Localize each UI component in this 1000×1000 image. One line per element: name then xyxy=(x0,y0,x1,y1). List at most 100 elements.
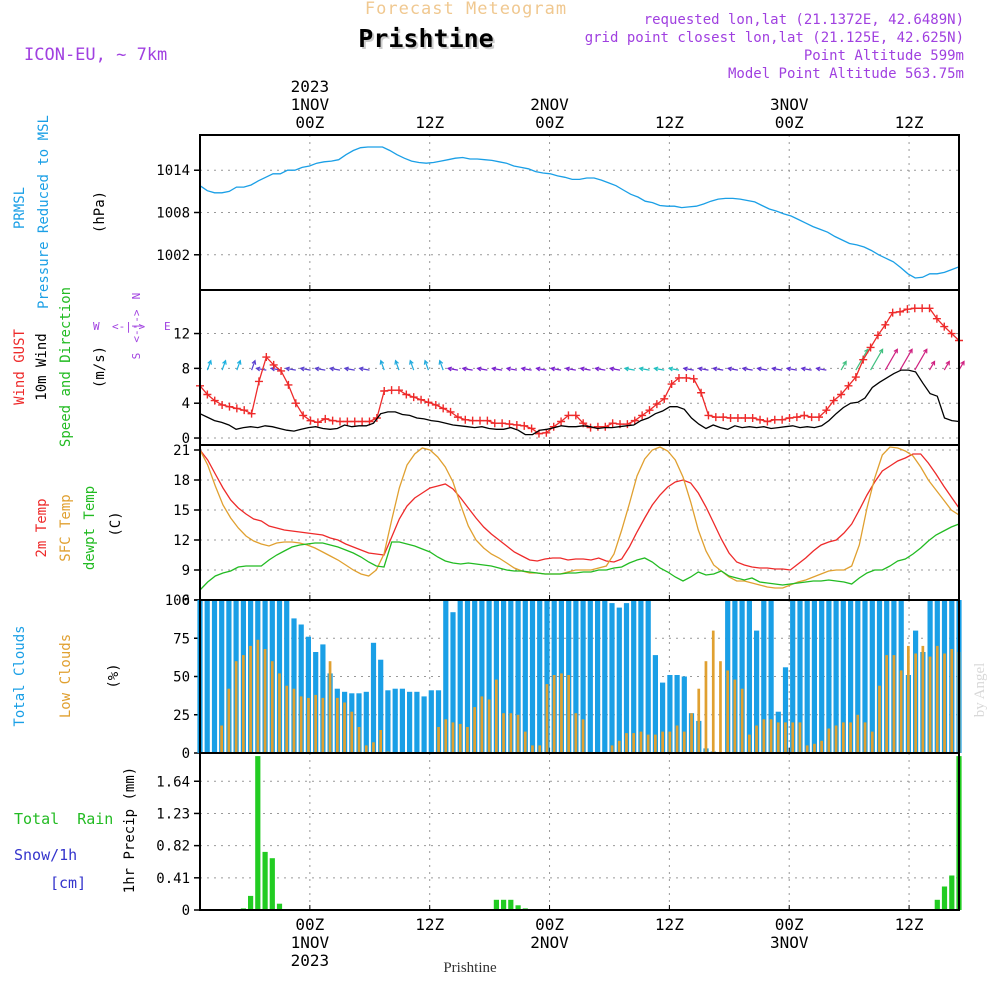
gust-marker xyxy=(490,419,499,428)
gust-marker xyxy=(770,415,779,424)
bottom-date-label: 1NOV xyxy=(291,933,330,952)
gust-marker xyxy=(638,411,647,420)
clouds-bar-low-clouds xyxy=(357,727,361,753)
bottom-hour-label: 12Z xyxy=(655,915,684,934)
wind-direction-arrow xyxy=(314,366,326,372)
gust-marker xyxy=(689,374,698,383)
wind-direction-arrow xyxy=(255,366,267,372)
wind-arrow-shaft xyxy=(506,367,517,371)
clouds-bar-total-clouds xyxy=(443,600,449,753)
clouds-bar-low-clouds xyxy=(878,685,881,753)
clouds-bar-low-clouds xyxy=(682,731,686,753)
clouds-bar-total-clouds xyxy=(587,600,593,753)
compass-s: S xyxy=(130,353,143,360)
precip-bar-total-rain xyxy=(934,899,940,910)
clouds-bar-total-clouds xyxy=(378,659,384,753)
wind-direction-arrow xyxy=(328,366,341,372)
gust-marker xyxy=(291,399,300,408)
clouds-bar-low-clouds xyxy=(935,645,939,753)
gust-marker xyxy=(321,414,330,423)
wind-arrow-shaft xyxy=(477,367,488,371)
gust-marker xyxy=(866,343,875,352)
wind-arrow-head xyxy=(930,360,936,366)
temperature-series-2m-temp xyxy=(199,449,960,571)
temp-label-sfc: SFC Temp xyxy=(58,494,74,561)
clouds-bar-low-clouds xyxy=(654,734,657,753)
gust-marker xyxy=(726,414,735,423)
gust-marker xyxy=(881,320,890,329)
gust-marker xyxy=(343,417,352,426)
wind-arrow-shaft xyxy=(394,360,400,371)
precip-ytick-label: 1.23 xyxy=(156,806,190,822)
clouds-bar-low-clouds xyxy=(531,745,534,753)
wind-arrow-shaft xyxy=(236,360,241,371)
clouds-bar-total-clouds xyxy=(797,600,803,753)
gust-marker xyxy=(409,393,418,402)
wind-label-unit: (m/s) xyxy=(92,346,108,388)
wind-arrow-shaft xyxy=(447,367,459,371)
gust-marker xyxy=(254,377,263,386)
clouds-bar-low-clouds xyxy=(646,734,650,753)
wind-arrow-shaft xyxy=(285,367,296,371)
clouds-bar-low-clouds xyxy=(336,697,339,753)
clouds-bar-total-clouds xyxy=(356,693,362,753)
wind-arrow-shaft xyxy=(380,360,385,371)
temperature-labels: 2m Temp SFC Temp dewpt Temp (C) xyxy=(34,486,124,570)
compass-w: W xyxy=(93,320,100,333)
clouds-bar-total-clouds xyxy=(652,655,658,753)
clouds-bar-low-clouds xyxy=(697,688,701,753)
wind-arrow-head xyxy=(682,366,688,372)
wind-arrow-head xyxy=(712,366,718,372)
gust-marker xyxy=(645,406,654,415)
gust-marker xyxy=(682,373,691,382)
gust-marker xyxy=(822,406,831,415)
clouds-bar-low-clouds xyxy=(748,734,751,753)
wind-arrow-shaft xyxy=(595,367,606,371)
wind-arrow-shaft xyxy=(610,367,621,371)
wind-direction-arrow xyxy=(785,366,797,372)
clouds-bar-low-clouds xyxy=(350,711,354,753)
clouds-bar-total-clouds xyxy=(826,600,832,753)
gust-marker xyxy=(756,415,765,424)
clouds-bar-low-clouds xyxy=(675,725,679,753)
wind-arrow-shaft xyxy=(840,361,847,371)
clouds-bar-low-clouds xyxy=(567,675,570,753)
wind-arrow-shaft xyxy=(884,349,898,371)
wind-arrow-shaft xyxy=(943,361,950,371)
bottom-date-label: 3NOV xyxy=(770,933,809,952)
gust-marker xyxy=(453,413,462,422)
clouds-ytick-label: 75 xyxy=(173,631,190,647)
wind-arrow-shaft xyxy=(816,367,827,371)
gust-marker xyxy=(358,417,367,426)
clouds-bar-low-clouds xyxy=(849,722,852,753)
wind-direction-arrow xyxy=(884,348,898,371)
wind-arrow-head xyxy=(653,366,659,372)
precip-bar-total-rain xyxy=(248,895,254,910)
wind-arrow-head xyxy=(785,366,792,372)
clouds-bar-low-clouds xyxy=(914,653,917,753)
top-hour-label: 00Z xyxy=(535,113,564,132)
gust-marker xyxy=(417,395,426,404)
wind-arrow-shaft xyxy=(683,367,694,371)
gust-marker xyxy=(520,421,529,430)
clouds-bar-total-clouds xyxy=(840,600,846,753)
pressure-ytick-label: 1002 xyxy=(156,248,190,264)
clouds-bar-total-clouds xyxy=(537,600,543,753)
compass-arrow-ns: <-|-> xyxy=(130,309,143,342)
wind-labels: Wind GUST 10m Wind Speed and Direction (… xyxy=(12,287,171,447)
wind-arrow-shaft xyxy=(551,367,562,371)
precip-ytick-label: 0.41 xyxy=(156,871,190,887)
gust-marker xyxy=(704,411,713,420)
gust-marker xyxy=(247,409,256,418)
precip-labels: Total Rain Snow/1h [cm] 1hr Precip (mm) xyxy=(14,767,138,893)
clouds-bar-total-clouds xyxy=(204,600,210,753)
gust-marker xyxy=(284,380,293,389)
clouds-bar-low-clouds xyxy=(863,722,867,753)
gust-marker xyxy=(925,304,934,313)
clouds-bar-total-clouds xyxy=(855,600,861,753)
clouds-bar-low-clouds xyxy=(256,639,260,753)
wind-label-speed: Speed and Direction xyxy=(58,287,74,447)
gust-marker xyxy=(932,314,941,323)
wind-arrow-head xyxy=(314,366,320,372)
